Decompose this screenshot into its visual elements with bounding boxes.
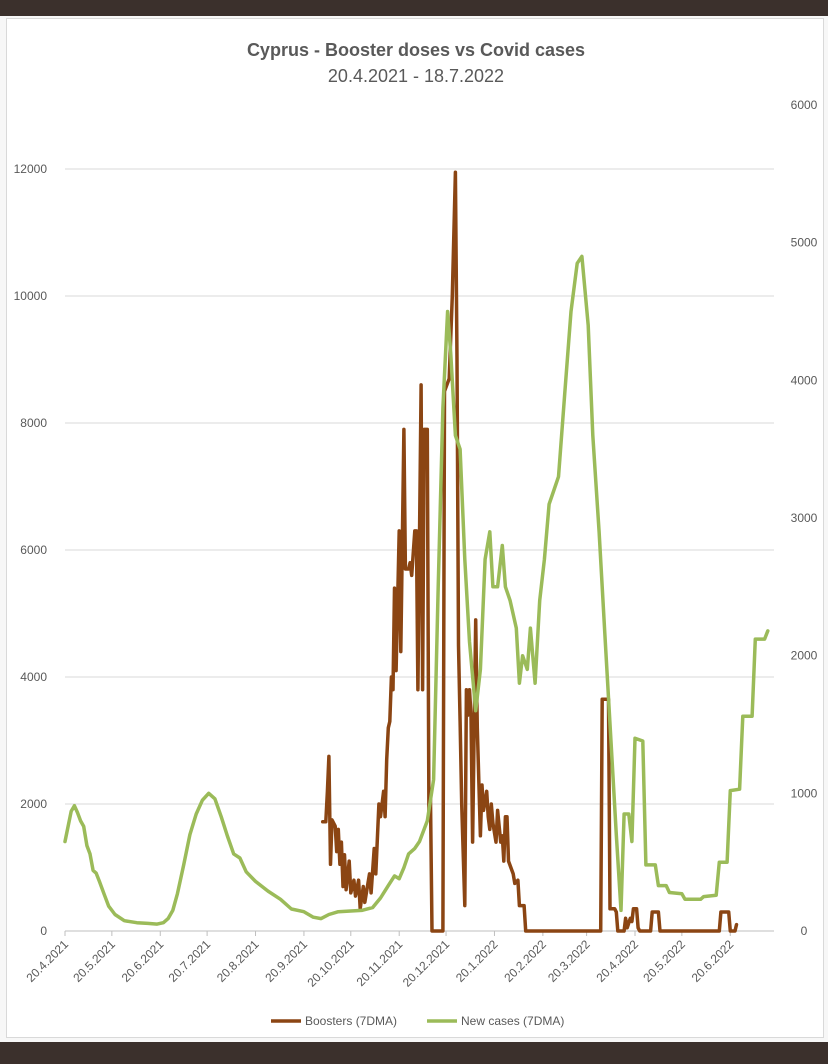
x-tick-label: 20.2.2022 bbox=[501, 937, 549, 985]
y-right-tick-label: 3000 bbox=[791, 511, 818, 525]
chart-area[interactable]: Cyprus - Booster doses vs Covid cases 20… bbox=[6, 18, 824, 1038]
legend-label: Boosters (7DMA) bbox=[305, 1014, 397, 1028]
y-right-tick-label: 5000 bbox=[791, 236, 818, 250]
y-right-tick-label: 6000 bbox=[791, 98, 818, 112]
new-cases-line bbox=[63, 254, 770, 926]
x-tick-label: 20.12.2021 bbox=[400, 937, 453, 990]
legend-label: New cases (7DMA) bbox=[461, 1014, 564, 1028]
chart-subtitle: 20.4.2021 - 18.7.2022 bbox=[328, 66, 504, 86]
x-tick-label: 20.4.2022 bbox=[593, 937, 641, 985]
x-axis: 20.4.2021 20.5.2021 20.6.2021 20.7.2021 20.8… bbox=[23, 931, 737, 990]
x-tick-label: 20.10.2021 bbox=[305, 937, 358, 990]
y-right-tick-label: 4000 bbox=[791, 373, 818, 387]
y-axis-left: 0 2000 4000 6000 8000 10000 12000 bbox=[14, 162, 48, 938]
y-right-tick-label: 0 bbox=[801, 924, 808, 938]
x-tick-label: 20.11.2021 bbox=[354, 937, 406, 989]
series bbox=[63, 170, 770, 933]
y-left-tick-label: 12000 bbox=[14, 162, 48, 176]
boosters-line bbox=[320, 170, 739, 933]
chart: Cyprus - Booster doses vs Covid cases 20… bbox=[14, 40, 818, 1028]
y-left-tick-label: 4000 bbox=[20, 670, 47, 684]
x-tick-label: 20.5.2022 bbox=[640, 937, 688, 985]
x-tick-label: 20.1.2022 bbox=[453, 937, 501, 985]
top-dark-bar bbox=[0, 0, 828, 16]
x-tick-label: 20.6.2021 bbox=[119, 937, 167, 985]
y-left-tick-label: 10000 bbox=[14, 289, 48, 303]
chart-title: Cyprus - Booster doses vs Covid cases bbox=[247, 40, 585, 60]
x-tick-label: 20.5.2021 bbox=[70, 937, 118, 985]
y-right-tick-label: 2000 bbox=[791, 649, 818, 663]
bottom-dark-bar bbox=[0, 1044, 828, 1064]
x-tick-label: 20.3.2022 bbox=[545, 937, 593, 985]
y-left-tick-label: 0 bbox=[40, 924, 47, 938]
y-axis-right: 0 1000 2000 3000 4000 5000 6000 bbox=[791, 98, 818, 938]
y-left-tick-label: 6000 bbox=[20, 543, 47, 557]
legend: Boosters (7DMA) New cases (7DMA) bbox=[271, 1014, 564, 1028]
y-left-tick-label: 2000 bbox=[20, 797, 47, 811]
x-tick-label: 20.8.2021 bbox=[214, 937, 262, 985]
y-left-tick-label: 8000 bbox=[20, 416, 47, 430]
x-tick-label: 20.6.2022 bbox=[689, 937, 737, 985]
y-right-tick-label: 1000 bbox=[791, 786, 818, 800]
x-tick-label: 20.4.2021 bbox=[23, 937, 71, 985]
x-tick-label: 20.7.2021 bbox=[166, 937, 214, 985]
x-tick-label: 20.9.2021 bbox=[262, 937, 310, 985]
